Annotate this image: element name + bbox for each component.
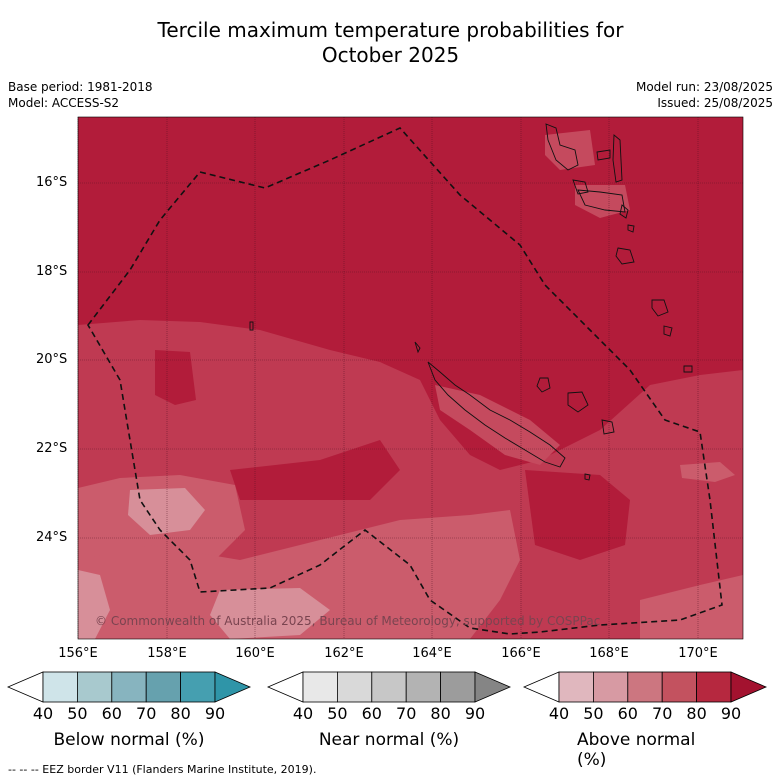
lat-label-16s: 16°S [36,175,68,190]
below-normal-tick-label: 50 [67,704,88,723]
lon-label-156e: 156°E [58,646,98,661]
lat-label-22s: 22°S [36,441,68,456]
below-normal-tick-label: 80 [170,704,191,723]
below-normal-tick-label: 40 [32,704,54,723]
near-normal-tick-label: 50 [327,704,348,723]
below-normal-segment [145,671,181,703]
near-normal-title: Near normal (%) [318,730,460,750]
legend-bars [6,671,768,703]
issued-date: Issued: 25/08/2025 [657,96,773,110]
vanuatu-malakula [577,189,626,213]
near-normal-tick-label: 80 [430,704,451,723]
near-normal-tick-label: 90 [464,704,486,723]
meta-right: Model run: 23/08/2025 Issued: 25/08/2025 [636,79,773,111]
lat-label-24s: 24°S [36,530,68,545]
model-run: Model run: 23/08/2025 [635,80,773,94]
near-normal-segment [336,671,373,703]
eez-border [87,127,723,635]
loyalty-island-1 [536,377,551,393]
above-normal-tick-label: 40 [548,704,570,723]
below-normal-tick-label: 90 [204,704,226,723]
above-normal-tick-label: 50 [583,704,604,723]
below-normal-segment [42,671,78,703]
near-normal-tip-high [474,671,512,703]
title-line-2: October 2025 [321,43,460,67]
base-period: Base period: 1981-2018 [8,80,153,94]
near-normal-segment [405,671,442,703]
below-normal-tip-low [6,671,44,703]
map-frame [77,116,744,640]
graticule [77,117,743,639]
above-normal-title: Above normal (%) [577,730,696,770]
model-name: Model: ACCESS-S2 [8,96,120,110]
loyalty-island-2 [567,391,589,413]
lat-label-18s: 18°S [36,264,68,279]
above-normal-segment [593,671,629,703]
below-normal-tip-high [214,671,252,703]
near-normal-segment [302,671,338,703]
vanuatu-efate [615,247,635,265]
above-normal-segment [696,671,732,703]
near-normal-tip-low [266,671,304,703]
above-normal-segment [627,671,663,703]
lon-label-158e: 158°E [147,646,187,661]
near-normal-tick-label: 60 [361,704,382,723]
lon-label-162e: 162°E [324,646,364,661]
below-normal-tick-label: 70 [136,704,157,723]
lon-label-160e: 160°E [235,646,275,661]
lon-label-168e: 168°E [589,646,629,661]
above-normal-tick-label: 80 [686,704,707,723]
below-normal-segment [111,671,147,703]
new-caledonia-outline [427,361,566,468]
above-normal-colorbar [522,671,768,703]
loyalty-island-3 [601,419,615,435]
above-normal-segment [558,671,594,703]
above-normal-tick-label: 70 [652,704,673,723]
lat-label-20s: 20°S [36,352,68,367]
above-normal-tip-low [522,671,560,703]
above-normal-tick-label: 90 [720,704,742,723]
below-normal-segment [180,671,216,703]
above-normal-tip-high [730,671,768,703]
near-normal-tick-label: 70 [396,704,417,723]
map-title: Tercile maximum temperature probabilitie… [0,18,781,68]
below-normal-tick-label: 60 [101,704,122,723]
copyright-note: © Commonwealth of Australia 2025, Bureau… [95,614,601,628]
near-normal-segment [371,671,407,703]
meta-left: Base period: 1981-2018 Model: ACCESS-S2 [8,79,153,111]
lon-label-166e: 166°E [501,646,541,661]
near-normal-tick-label: 40 [292,704,314,723]
eez-note: -- -- -- EEZ border V11 (Flanders Marine… [8,763,317,776]
above-normal-segment [661,671,698,703]
title-line-1: Tercile maximum temperature probabilitie… [157,18,624,42]
lon-label-164e: 164°E [412,646,452,661]
vanuatu-espiritu-santo [545,123,579,171]
lon-label-170e: 170°E [678,646,718,661]
coastlines [249,123,693,481]
probability-field [78,117,743,639]
above-normal-tick-label: 60 [617,704,638,723]
below-normal-title: Below normal (%) [53,730,205,750]
below-normal-segment [77,671,113,703]
near-normal-colorbar [266,671,512,703]
below-normal-colorbar [6,671,252,703]
vanuatu-erromango [651,299,669,317]
near-normal-segment [440,671,476,703]
